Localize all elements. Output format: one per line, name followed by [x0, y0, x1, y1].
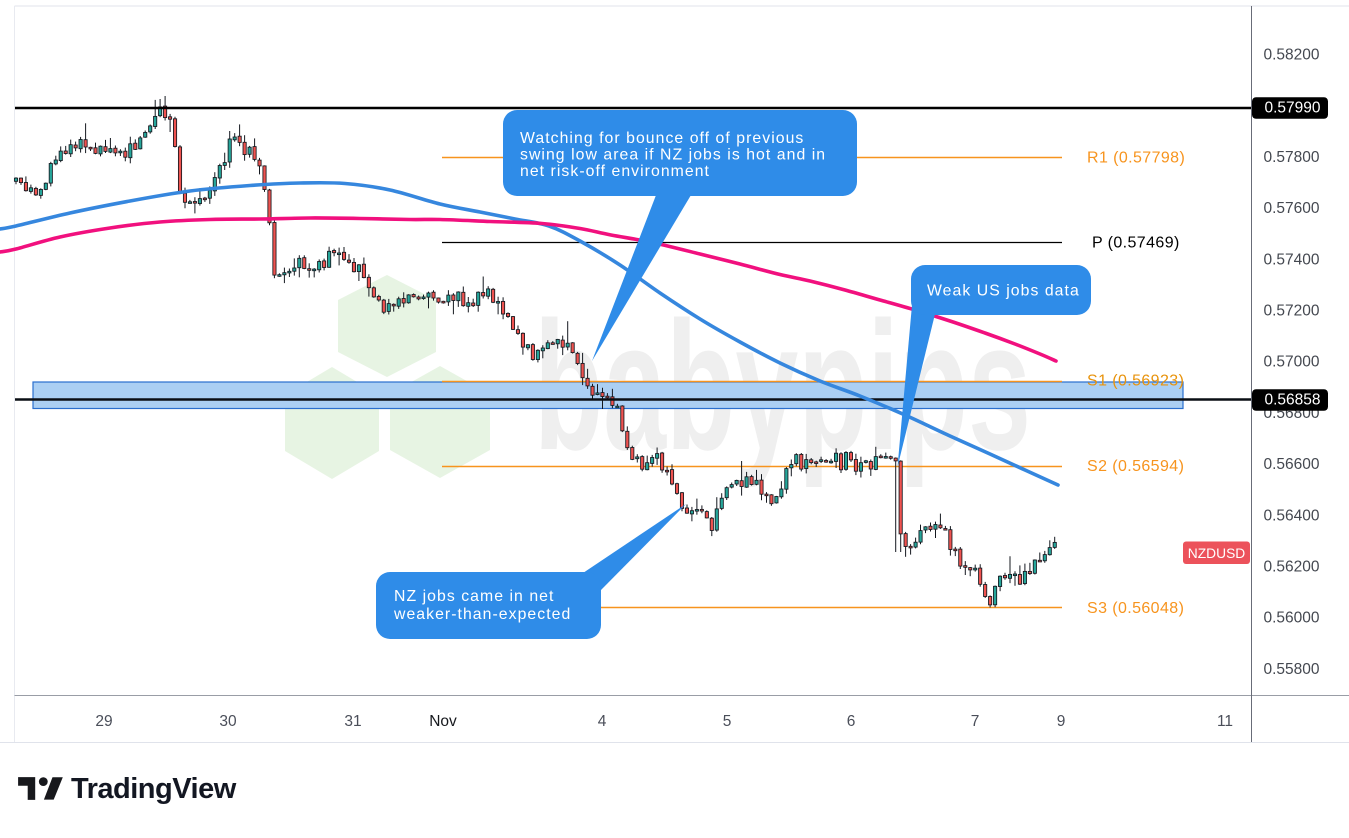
svg-text:9: 9 [1057, 713, 1066, 730]
svg-text:net risk-off environment: net risk-off environment [520, 163, 710, 180]
svg-text:0.55800: 0.55800 [1264, 661, 1320, 678]
svg-text:4: 4 [598, 713, 607, 730]
svg-text:7: 7 [971, 713, 980, 730]
svg-text:0.56600: 0.56600 [1264, 456, 1320, 473]
svg-text:0.57600: 0.57600 [1264, 200, 1320, 217]
svg-text:29: 29 [95, 713, 112, 730]
svg-text:S2 (0.56594): S2 (0.56594) [1087, 458, 1184, 475]
svg-text:Weak US jobs data: Weak US jobs data [927, 283, 1080, 300]
svg-text:0.57400: 0.57400 [1264, 251, 1320, 268]
svg-text:Nov: Nov [429, 713, 457, 730]
svg-text:TradingView: TradingView [71, 773, 237, 805]
svg-text:0.56858: 0.56858 [1265, 392, 1321, 409]
svg-text:0.58200: 0.58200 [1264, 47, 1320, 64]
svg-text:30: 30 [219, 713, 237, 730]
svg-text:S3 (0.56048): S3 (0.56048) [1087, 600, 1184, 617]
svg-text:S1 (0.56923): S1 (0.56923) [1087, 373, 1184, 390]
svg-text:0.56000: 0.56000 [1264, 610, 1320, 627]
svg-text:weaker-than-expected: weaker-than-expected [393, 606, 571, 623]
svg-text:0.56400: 0.56400 [1264, 507, 1320, 524]
svg-text:P (0.57469): P (0.57469) [1092, 235, 1180, 252]
svg-text:0.57990: 0.57990 [1265, 100, 1321, 117]
svg-text:31: 31 [344, 713, 361, 730]
svg-text:0.57000: 0.57000 [1264, 354, 1320, 371]
svg-text:NZDUSD: NZDUSD [1188, 546, 1246, 561]
svg-text:0.57200: 0.57200 [1264, 303, 1320, 320]
svg-text:5: 5 [723, 713, 732, 730]
svg-text:0.57800: 0.57800 [1264, 149, 1320, 166]
svg-text:Watching for bounce off of pre: Watching for bounce off of previous [520, 130, 804, 147]
svg-text:6: 6 [847, 713, 856, 730]
svg-text:NZ jobs came in net: NZ jobs came in net [394, 588, 554, 605]
svg-text:R1 (0.57798): R1 (0.57798) [1087, 150, 1185, 167]
svg-text:0.56200: 0.56200 [1264, 559, 1320, 576]
svg-text:swing low area if NZ jobs is h: swing low area if NZ jobs is hot and in [520, 147, 826, 164]
svg-text:11: 11 [1217, 713, 1233, 730]
